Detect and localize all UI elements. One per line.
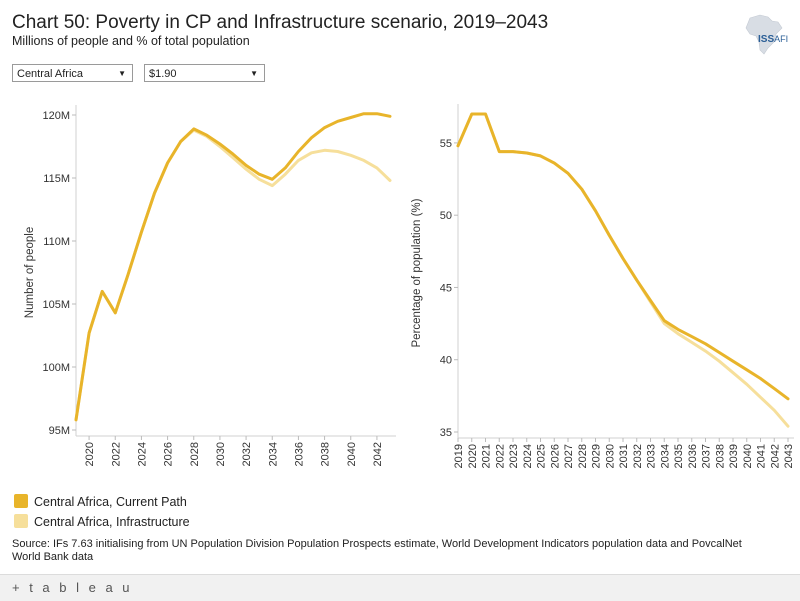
- legend-swatch: [14, 514, 28, 528]
- x-tick-label: 2042: [372, 442, 384, 466]
- x-tick-label: 2025: [536, 444, 548, 468]
- x-tick-label: 2033: [646, 444, 658, 468]
- x-tick-label: 2029: [591, 444, 603, 468]
- chevron-down-icon: ▼: [250, 69, 258, 78]
- x-tick-label: 2040: [346, 442, 358, 466]
- series-line-current-path: [74, 112, 392, 422]
- x-tick-label: 2034: [267, 442, 279, 466]
- x-tick-label: 2028: [189, 442, 201, 466]
- x-tick-label: 2023: [508, 444, 520, 468]
- legend-swatch: [14, 494, 28, 508]
- y-tick-label: 120M: [42, 110, 70, 122]
- x-tick-label: 2024: [136, 442, 148, 466]
- x-tick-label: 2020: [467, 444, 479, 468]
- x-tick-label: 2037: [701, 444, 713, 468]
- africa-map-icon: [745, 14, 783, 55]
- series-line-infrastructure: [74, 128, 392, 422]
- source-note: Source: IFs 7.63 initialising from UN Po…: [12, 538, 742, 562]
- y-tick-label: 45: [440, 282, 452, 294]
- y-tick-label: 35: [440, 427, 452, 439]
- legend-label: Central Africa, Infrastructure: [34, 515, 190, 529]
- x-tick-label: 2034: [659, 444, 671, 468]
- y-tick-label: 50: [440, 210, 452, 222]
- y-tick-label: 115M: [43, 173, 70, 185]
- x-tick-label: 2031: [618, 444, 630, 468]
- x-tick-label: 2039: [728, 444, 740, 468]
- y-axis-title: Percentage of population (%): [411, 198, 423, 347]
- people-chart: 95M 100M 105M 110M 115M 120M 2020 2022 2024 2026 2…: [24, 105, 396, 466]
- x-tick-label: 2042: [769, 444, 781, 468]
- x-tick-label: 2038: [714, 444, 726, 468]
- x-tick-label: 2041: [756, 444, 768, 468]
- chevron-down-icon: ▼: [118, 69, 126, 78]
- region-dropdown-value: Central Africa: [17, 68, 84, 80]
- iss-logo: ISSAFI: [758, 34, 789, 45]
- x-tick-label: 2032: [241, 442, 253, 466]
- x-tick-label: 2032: [632, 444, 644, 468]
- x-tick-label: 2026: [163, 442, 175, 466]
- y-tick-label: 105M: [42, 299, 70, 311]
- x-tick-label: 2043: [783, 444, 795, 468]
- x-tick-label: 2036: [687, 444, 699, 468]
- series-line-infrastructure: [456, 112, 790, 428]
- y-tick-label: 100M: [42, 362, 70, 374]
- x-tick-label: 2036: [293, 442, 305, 466]
- x-tick-label: 2026: [549, 444, 561, 468]
- x-tick-label: 2030: [215, 442, 227, 466]
- y-tick-label: 95M: [49, 425, 70, 437]
- legend-item-current-path[interactable]: Central Africa, Current Path: [14, 494, 187, 509]
- x-tick-label: 2022: [494, 444, 506, 468]
- x-tick-label: 2024: [522, 444, 534, 468]
- x-tick-label: 2022: [110, 442, 122, 466]
- y-tick-label: 55: [440, 138, 452, 150]
- y-tick-label: 110M: [43, 236, 70, 248]
- x-tick-label: 2040: [742, 444, 754, 468]
- series-line-current-path: [456, 112, 790, 401]
- tableau-footer: + t a b l e a u: [0, 574, 800, 601]
- legend-label: Central Africa, Current Path: [34, 495, 187, 509]
- y-axis-title: Number of people: [24, 227, 36, 318]
- x-tick-label: 2021: [481, 444, 493, 468]
- chart-subtitle: Millions of people and % of total popula…: [12, 34, 250, 48]
- legend-item-infrastructure[interactable]: Central Africa, Infrastructure: [14, 514, 190, 529]
- x-tick-label: 2038: [320, 442, 332, 466]
- threshold-dropdown[interactable]: $1.90 ▼: [144, 64, 265, 82]
- x-tick-label: 2019: [453, 444, 465, 468]
- tableau-logo[interactable]: + t a b l e a u: [12, 580, 133, 595]
- threshold-dropdown-value: $1.90: [149, 68, 177, 80]
- y-tick-label: 40: [440, 355, 452, 367]
- x-tick-label: 2035: [673, 444, 685, 468]
- x-tick-label: 2027: [563, 444, 575, 468]
- chart-title: Chart 50: Poverty in CP and Infrastructu…: [12, 12, 549, 33]
- x-tick-label: 2028: [577, 444, 589, 468]
- x-tick-label: 2020: [84, 442, 96, 466]
- region-dropdown[interactable]: Central Africa ▼: [12, 64, 133, 82]
- x-tick-label: 2030: [604, 444, 616, 468]
